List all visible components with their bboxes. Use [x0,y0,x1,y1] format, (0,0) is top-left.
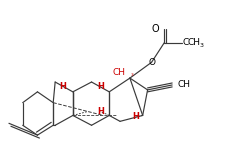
Text: H: H [60,83,66,91]
Text: H: H [132,112,139,121]
Text: O: O [152,24,159,34]
Text: CH: CH [113,68,126,77]
Text: C: C [182,38,188,47]
Text: $\mathregular{_3}$: $\mathregular{_3}$ [130,72,134,79]
Text: O: O [148,58,155,67]
Text: CH: CH [188,38,201,47]
Text: H: H [97,83,104,91]
Text: 3: 3 [200,43,204,48]
Text: CH: CH [177,81,190,89]
Text: H: H [97,107,104,116]
